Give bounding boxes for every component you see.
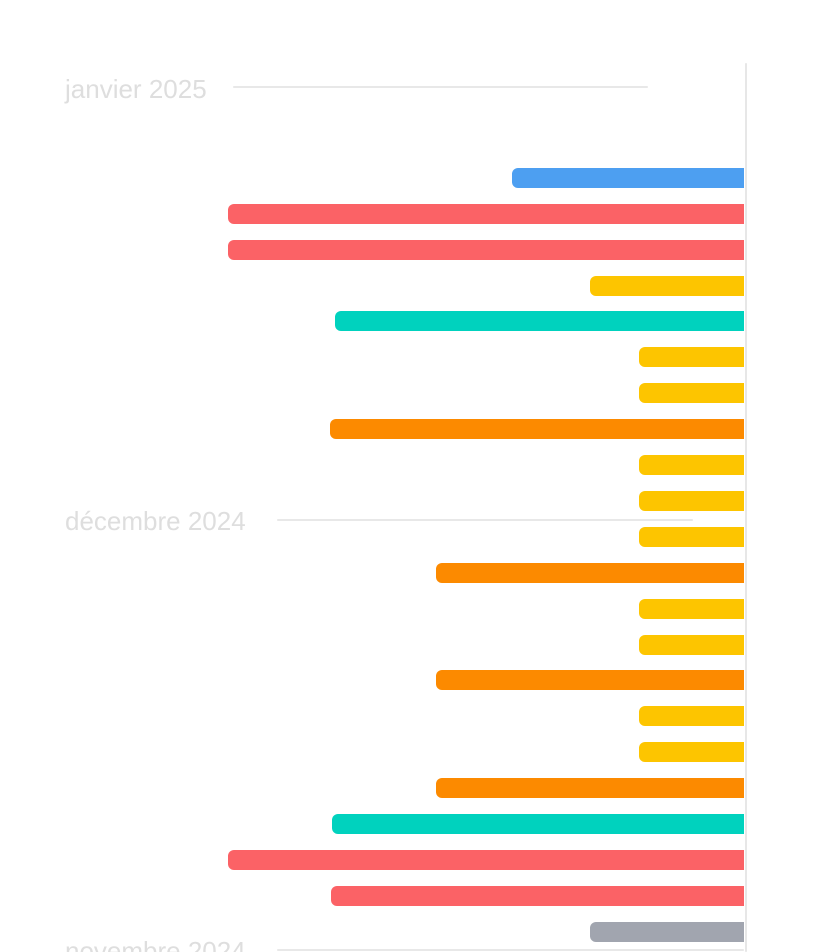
month-label-novembre-2024: novembre 2024 <box>65 936 246 952</box>
timeline-bar-yellow-row-14[interactable] <box>639 635 744 655</box>
timeline-bar-yellow-row-4[interactable] <box>590 276 744 296</box>
month-line-janvier-2025 <box>233 86 648 88</box>
timeline-bar-orange-row-15[interactable] <box>436 670 744 690</box>
timeline-bar-teal-row-5[interactable] <box>335 311 744 331</box>
month-label-janvier-2025: janvier 2025 <box>65 74 207 104</box>
timeline-bar-blue-row-1[interactable] <box>512 168 744 188</box>
timeline-bar-orange-row-18[interactable] <box>436 778 744 798</box>
month-line-novembre-2024 <box>277 949 744 951</box>
timeline-bar-red-row-21[interactable] <box>331 886 744 906</box>
timeline-bar-yellow-row-13[interactable] <box>639 599 744 619</box>
timeline-bar-yellow-row-9[interactable] <box>639 455 744 475</box>
chart-right-axis-line <box>745 63 747 952</box>
timeline-bar-gray-row-22[interactable] <box>590 922 744 942</box>
timeline-bar-yellow-row-6[interactable] <box>639 347 744 367</box>
timeline-bar-red-row-3[interactable] <box>228 240 744 260</box>
timeline-bar-yellow-row-7[interactable] <box>639 383 744 403</box>
timeline-bar-orange-row-8[interactable] <box>330 419 744 439</box>
timeline-bar-teal-row-19[interactable] <box>332 814 744 834</box>
timeline-bar-red-row-2[interactable] <box>228 204 744 224</box>
timeline-bar-yellow-row-10[interactable] <box>639 491 744 511</box>
timeline-bar-yellow-row-16[interactable] <box>639 706 744 726</box>
month-label-decembre-2024: décembre 2024 <box>65 506 246 536</box>
timeline-bar-yellow-row-11[interactable] <box>639 527 744 547</box>
timeline-bar-yellow-row-17[interactable] <box>639 742 744 762</box>
timeline-bar-orange-row-12[interactable] <box>436 563 744 583</box>
month-line-decembre-2024 <box>277 519 693 521</box>
timeline-bar-red-row-20[interactable] <box>228 850 744 870</box>
